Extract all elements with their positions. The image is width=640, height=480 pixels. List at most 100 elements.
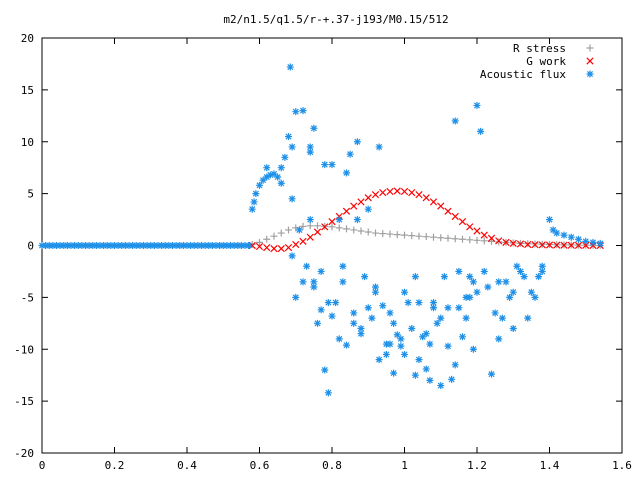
acoustic-flux-point — [396, 334, 405, 343]
acoustic-flux-point — [472, 101, 482, 110]
acoustic-flux-point — [335, 215, 344, 224]
g-work-point — [393, 187, 402, 195]
y-tick-label: 10 — [21, 136, 34, 149]
r-stress-point — [443, 234, 453, 243]
acoustic-flux-point — [414, 355, 424, 364]
r-stress-point — [494, 237, 503, 246]
acoustic-flux-point — [443, 303, 453, 312]
acoustic-flux-point — [255, 181, 264, 190]
acoustic-flux-point — [353, 137, 362, 146]
acoustic-flux-point — [324, 298, 333, 307]
acoustic-flux-point — [309, 124, 318, 133]
acoustic-flux-point — [284, 132, 293, 141]
g-work-point — [284, 243, 293, 252]
g-work-point — [291, 240, 300, 249]
g-work-point — [371, 190, 380, 199]
acoustic-flux-point — [306, 215, 315, 224]
r-stress-point — [436, 233, 445, 242]
legend-label-g-work: G work — [526, 55, 566, 68]
acoustic-flux-point — [494, 334, 503, 343]
g-work-point — [386, 187, 394, 196]
acoustic-flux-point — [454, 267, 463, 276]
x-axis: 0 0.2 0.4 0.6 0.8 1 1.2 1.4 1.6 — [39, 38, 632, 472]
acoustic-flux-point — [273, 172, 282, 182]
r-stress-point — [313, 221, 322, 230]
g-work-point — [299, 237, 307, 246]
r-stress-point — [407, 231, 416, 240]
x-tick-label: 1.6 — [612, 459, 632, 472]
acoustic-flux-point — [509, 324, 518, 333]
acoustic-flux-point — [288, 251, 297, 260]
g-work-point — [451, 212, 460, 221]
x-tick-label: 0.2 — [105, 459, 125, 472]
x-tick-label: 0.4 — [177, 459, 197, 472]
acoustic-flux-point — [433, 319, 442, 328]
acoustic-flux-point — [465, 272, 474, 281]
r-stress-point — [371, 228, 380, 238]
g-work-point — [313, 228, 322, 236]
acoustic-flux-point — [280, 153, 289, 162]
acoustic-flux-point — [286, 62, 295, 72]
g-work-point — [473, 227, 481, 235]
acoustic-flux-point — [313, 319, 322, 328]
g-work-point — [415, 190, 423, 199]
y-tick-label: -20 — [14, 447, 34, 460]
acoustic-flux-point — [327, 311, 337, 321]
acoustic-flux-point — [251, 189, 260, 198]
acoustic-flux-point — [436, 381, 445, 390]
y-tick-label: -5 — [21, 291, 34, 304]
r-stress-point — [422, 232, 431, 241]
acoustic-flux-point — [248, 205, 257, 214]
r-stress-point — [306, 221, 315, 230]
r-stress-point — [262, 235, 271, 244]
acoustic-flux-point — [346, 150, 355, 159]
acoustic-flux-point — [472, 288, 482, 297]
g-work-point — [378, 188, 387, 197]
r-stress-point — [429, 233, 438, 242]
acoustic-flux-point — [574, 235, 583, 244]
acoustic-flux-point — [320, 160, 329, 169]
g-work-point — [357, 198, 365, 206]
acoustic-flux-point — [440, 272, 449, 281]
acoustic-flux-point — [262, 163, 271, 172]
y-tick-label: 5 — [27, 188, 34, 201]
acoustic-flux-point — [559, 231, 569, 240]
acoustic-flux-point — [509, 288, 518, 297]
y-tick-label: 15 — [21, 84, 34, 97]
acoustic-flux-point — [422, 364, 431, 374]
acoustic-flux-point — [404, 298, 413, 307]
y-axis: -20 -15 -10 -5 0 5 10 15 20 — [14, 32, 622, 460]
y-tick-label: -15 — [14, 395, 34, 408]
g-work-point — [436, 202, 445, 210]
acoustic-flux-point — [349, 308, 358, 318]
acoustic-flux-point — [331, 298, 340, 307]
g-work-point — [277, 244, 286, 253]
r-stress-point — [364, 227, 373, 237]
acoustic-flux-point — [389, 369, 398, 378]
series-acoustic-flux — [37, 62, 605, 397]
acoustic-flux-point — [545, 215, 554, 224]
acoustic-flux-point — [317, 305, 326, 314]
acoustic-flux-point — [244, 241, 253, 250]
acoustic-flux-point — [342, 341, 351, 350]
acoustic-flux-point — [298, 106, 308, 115]
acoustic-flux-point — [520, 272, 529, 281]
acoustic-flux-point — [375, 355, 384, 364]
acoustic-flux-point — [498, 314, 507, 323]
y-tick-label: 20 — [21, 32, 34, 45]
acoustic-flux-point — [364, 205, 373, 214]
acoustic-flux-point — [317, 267, 326, 276]
acoustic-flux-point — [411, 371, 420, 380]
acoustic-flux-point — [451, 360, 460, 369]
legend-label-acoustic-flux: Acoustic flux — [480, 68, 566, 81]
r-stress-point — [335, 223, 344, 232]
g-work-point — [262, 243, 271, 252]
acoustic-flux-point — [501, 277, 511, 286]
r-stress-point — [284, 225, 293, 235]
acoustic-flux-point — [360, 272, 369, 281]
acoustic-flux-point — [436, 314, 445, 323]
r-stress-point — [465, 235, 474, 244]
acoustic-flux-point — [349, 319, 358, 328]
acoustic-flux-point — [487, 370, 496, 379]
r-stress-point — [277, 228, 286, 238]
